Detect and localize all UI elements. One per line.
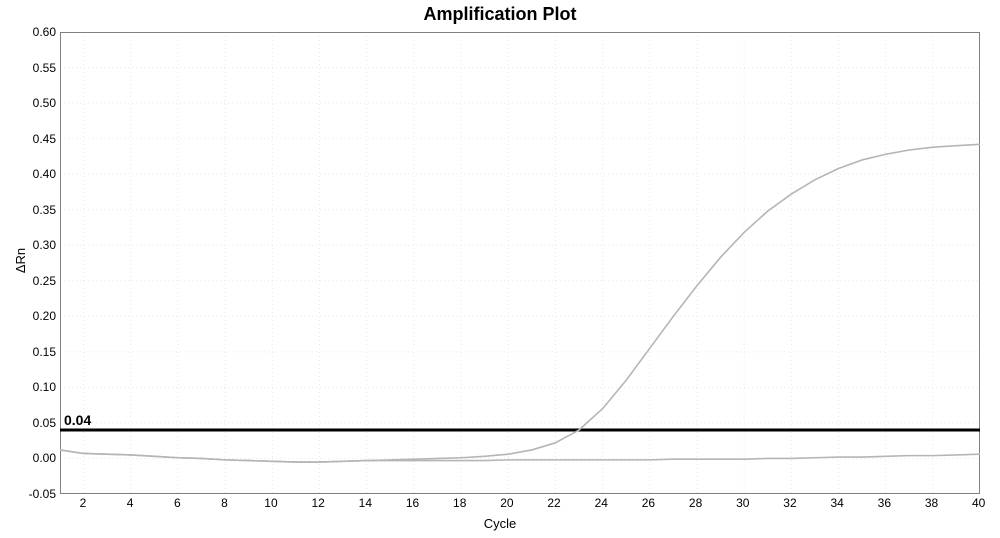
x-tick-label: 30 — [736, 496, 749, 510]
y-tick-label: 0.10 — [33, 380, 56, 394]
threshold-label: 0.04 — [64, 412, 91, 428]
y-tick-label: -0.05 — [29, 487, 56, 501]
y-tick-label: 0.35 — [33, 203, 56, 217]
x-tick-label: 38 — [925, 496, 938, 510]
x-tick-label: 40 — [972, 496, 985, 510]
x-tick-label: 28 — [689, 496, 702, 510]
x-tick-label: 4 — [127, 496, 134, 510]
y-tick-label: 0.45 — [33, 132, 56, 146]
x-axis-label: Cycle — [0, 516, 1000, 531]
x-tick-label: 10 — [264, 496, 277, 510]
x-tick-label: 24 — [595, 496, 608, 510]
y-tick-label: 0.05 — [33, 416, 56, 430]
y-tick-label: 0.40 — [33, 167, 56, 181]
x-tick-label: 2 — [80, 496, 87, 510]
x-tick-label: 18 — [453, 496, 466, 510]
x-tick-label: 36 — [878, 496, 891, 510]
x-tick-label: 12 — [311, 496, 324, 510]
y-tick-label: 0.50 — [33, 96, 56, 110]
x-tick-label: 26 — [642, 496, 655, 510]
x-tick-label: 6 — [174, 496, 181, 510]
x-tick-label: 22 — [547, 496, 560, 510]
x-tick-label: 8 — [221, 496, 228, 510]
y-tick-label: 0.00 — [33, 451, 56, 465]
x-tick-label: 16 — [406, 496, 419, 510]
plot-area: 0.04 — [60, 32, 980, 494]
x-tick-label: 14 — [359, 496, 372, 510]
x-tick-label: 34 — [830, 496, 843, 510]
chart-title: Amplification Plot — [0, 4, 1000, 25]
y-tick-label: 0.15 — [33, 345, 56, 359]
y-axis-label: ΔRn — [13, 248, 28, 273]
y-tick-label: 0.20 — [33, 309, 56, 323]
x-tick-label: 20 — [500, 496, 513, 510]
x-tick-label: 32 — [783, 496, 796, 510]
y-tick-label: 0.60 — [33, 25, 56, 39]
y-tick-label: 0.55 — [33, 61, 56, 75]
plot-svg — [60, 32, 980, 494]
y-tick-label: 0.30 — [33, 238, 56, 252]
y-tick-label: 0.25 — [33, 274, 56, 288]
